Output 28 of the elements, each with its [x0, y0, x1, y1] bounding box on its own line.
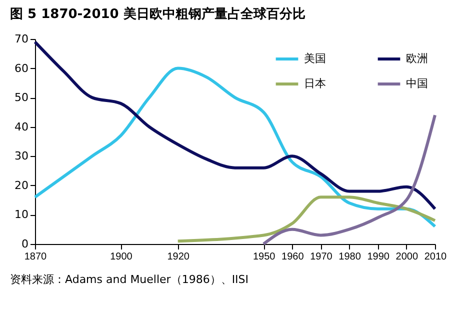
legend-label: 欧洲	[406, 52, 428, 65]
x-tick-label: 1970	[310, 252, 333, 262]
legend-label: 美国	[304, 52, 326, 65]
x-tick-label: 1870	[24, 252, 48, 262]
x-tick-label: 1900	[110, 252, 133, 262]
y-tick-label: 50	[14, 91, 28, 104]
x-tick-label: 2010	[424, 252, 448, 262]
line-series	[176, 196, 436, 243]
line-series	[34, 66, 436, 228]
y-tick-label: 40	[14, 120, 28, 134]
x-tick-label: 1950	[252, 252, 276, 262]
y-tick-label: 30	[14, 150, 28, 163]
x-tick-label: 1990	[367, 252, 390, 262]
y-tick-label: 0	[22, 238, 28, 250]
y-tick-label: 70	[14, 32, 28, 46]
chart-title: 图 5 1870-2010 美日欧中粗钢产量占全球百分比	[10, 6, 306, 22]
x-tick-label: 1960	[282, 252, 304, 262]
text: 资料来源：Adams and Mueller（1986）、IISI	[10, 273, 249, 286]
line-series	[262, 114, 436, 246]
y-tick-label: 60	[14, 62, 28, 75]
y-tick-label: 20	[14, 178, 28, 192]
x-tick-label: 2000	[396, 252, 418, 262]
y-tick-label: 10	[14, 208, 28, 222]
x-tick-label: 1980	[338, 252, 362, 262]
legend-label: 日本	[304, 77, 326, 90]
x-tick-label: 1920	[167, 252, 190, 262]
legend-label: 中国	[406, 77, 428, 90]
line-series	[34, 40, 436, 210]
